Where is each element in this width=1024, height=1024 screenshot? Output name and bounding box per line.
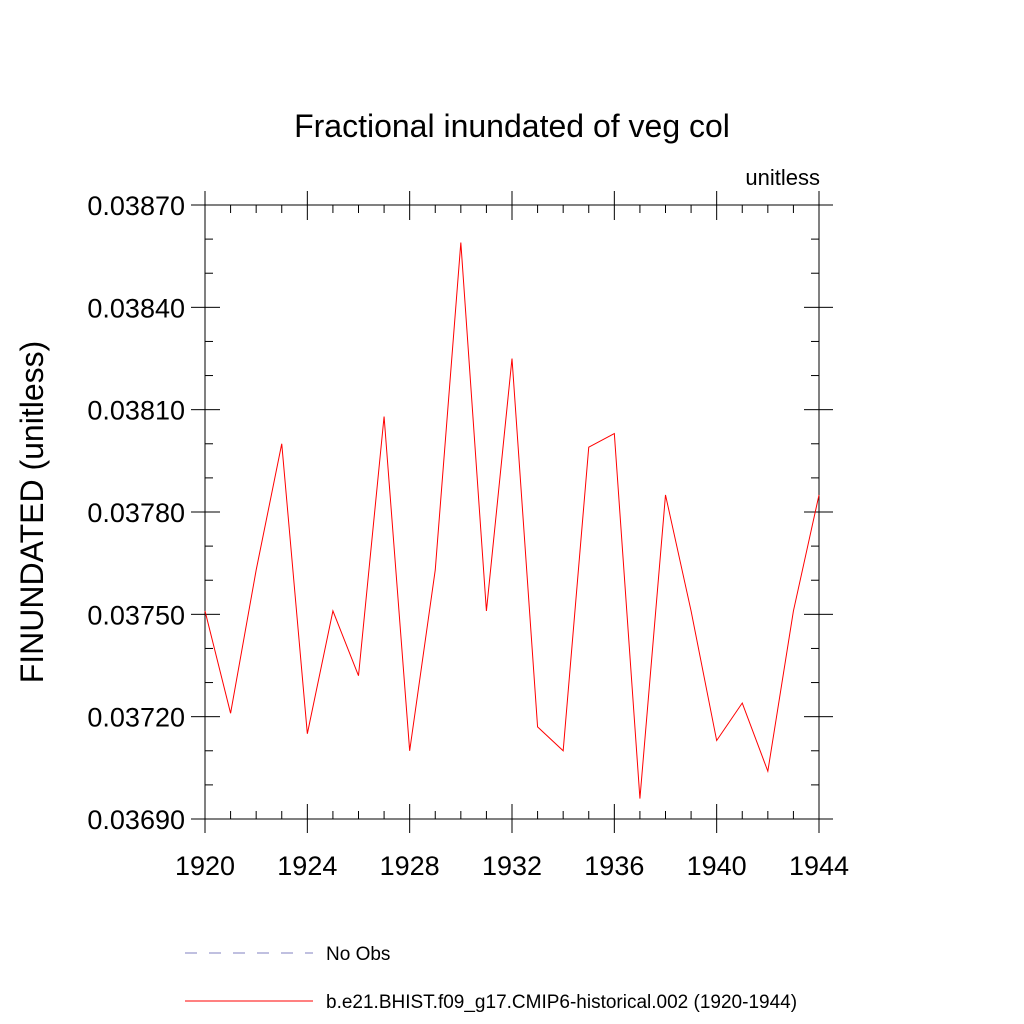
plot-frame: [204, 204, 820, 820]
x-tick-label: 1944: [789, 851, 849, 881]
y-axis: 0.03690 0.03720 0.03750 0.03780 0.03810 0.038…: [87, 191, 833, 835]
legend: No Obs b.e21.BHIST.f09_g17.CMIP6-histori…: [185, 944, 797, 1013]
y-tick-label: 0.03720: [87, 703, 185, 733]
y-tick-label: 0.03690: [87, 805, 185, 835]
x-tick-label: 1932: [482, 851, 542, 881]
chart-title: Fractional inundated of veg col: [294, 108, 730, 144]
y-tick-label: 0.03810: [87, 396, 185, 426]
x-axis: 1920 1924 1928 1932 1936 1940 1944: [175, 191, 849, 881]
legend-label-historical: b.e21.BHIST.f09_g17.CMIP6-historical.002…: [326, 992, 797, 1013]
series-layer: [204, 242, 820, 799]
legend-label-no-obs: No Obs: [326, 944, 390, 965]
x-tick-label: 1936: [584, 851, 644, 881]
x-tick-label: 1924: [277, 851, 337, 881]
units-label: unitless: [745, 165, 820, 190]
x-tick-label: 1928: [380, 851, 440, 881]
y-tick-label: 0.03780: [87, 498, 185, 528]
y-tick-label: 0.03840: [87, 293, 185, 323]
y-tick-label: 0.03750: [87, 600, 185, 630]
x-tick-label: 1940: [687, 851, 747, 881]
y-tick-label: 0.03870: [87, 191, 185, 221]
series-line-historical: [204, 242, 820, 799]
x-tick-label: 1920: [175, 851, 235, 881]
y-axis-label: FINUNDATED (unitless): [14, 341, 50, 684]
